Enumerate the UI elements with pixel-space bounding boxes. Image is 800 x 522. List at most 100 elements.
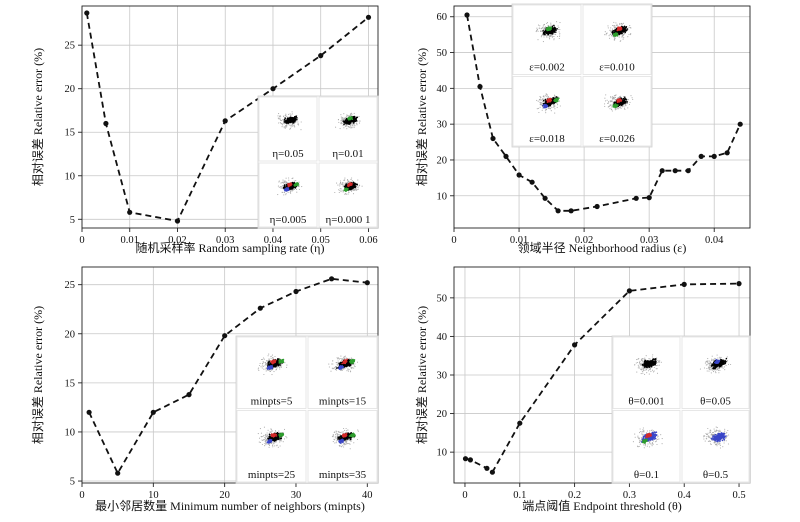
x-tick-label: 0.2 (568, 490, 581, 501)
point-cloud-image-1 (335, 112, 361, 130)
data-point (222, 333, 228, 339)
x-tick-label: 0.04 (705, 235, 724, 246)
x-tick-label: 30 (291, 490, 302, 501)
data-point (681, 281, 687, 287)
data-point (736, 281, 742, 287)
data-point (517, 420, 523, 426)
x-axis-label: 最小邻居数量 Minimum number of neighbors (minp… (95, 498, 365, 513)
chart-panel-2: 0 0.01 0.02 0.03 0.04 10 20 30 40 50 60 领域半径 Neighb… (415, 3, 751, 255)
data-point (659, 168, 665, 174)
point-cloud-image-0 (257, 353, 288, 376)
inset-cell (681, 410, 750, 483)
inset-cell (582, 4, 652, 75)
inset-image-grid: minpts=5 minpts=15 minpts=25 minpts=35 (235, 335, 379, 484)
y-axis-label: 相对误差 Relative error (%) (31, 48, 45, 186)
inset-label: minpts=25 (248, 469, 296, 481)
data-point (464, 12, 470, 18)
y-tick-label: 20 (65, 84, 76, 95)
data-point (572, 342, 578, 348)
data-point (646, 195, 652, 201)
x-tick-label: 0.01 (510, 235, 528, 246)
data-point (484, 465, 490, 471)
x-tick-label: 0 (462, 490, 467, 501)
inset-cell (236, 336, 307, 409)
data-point (489, 469, 495, 475)
data-point (724, 150, 730, 156)
y-axis-label: 相对误差 Relative error (%) (415, 306, 429, 444)
y-tick-label: 20 (65, 329, 76, 340)
inset-label: ε=0.018 (529, 133, 565, 145)
series-line (465, 282, 740, 474)
inset-cell (258, 96, 318, 162)
data-point (186, 392, 192, 398)
x-tick-label: 0.02 (575, 235, 593, 246)
inset-label: θ=0.5 (703, 469, 729, 481)
data-point (477, 84, 483, 90)
x-tick-label: 0.06 (359, 235, 377, 246)
inset-image-grid: η=0.05 η=0.01 η=0.005 η=0.000 1 (257, 95, 379, 229)
x-axis-label: 领域半径 Neighborhood radius (ε) (518, 241, 687, 255)
point-cloud-image-3 (604, 94, 634, 112)
inset-label: η=0.000 1 (326, 214, 371, 226)
x-tick-label: 0 (79, 235, 84, 246)
data-point (555, 208, 561, 214)
data-point (364, 280, 370, 286)
data-point (594, 203, 600, 210)
x-tick-label: 0.02 (168, 235, 186, 246)
inset-label: θ=0.05 (700, 396, 731, 408)
x-tick-label: 0.04 (264, 235, 283, 246)
point-cloud-image-3 (331, 427, 359, 450)
chart-panel-3: 0 10 20 30 40 5 10 15 20 25 最小邻居数量 Minimum number … (31, 266, 379, 513)
y-tick-label: 60 (437, 12, 448, 23)
x-tick-label: 0 (79, 490, 84, 501)
inset-label: ε=0.002 (529, 62, 565, 74)
data-point (672, 168, 678, 174)
y-tick-label: 10 (437, 448, 448, 459)
data-point (490, 135, 496, 142)
x-tick-label: 20 (219, 490, 230, 501)
x-tick-label: 10 (148, 490, 159, 501)
y-tick-label: 15 (65, 378, 76, 389)
inset-label: η=0.01 (332, 148, 363, 160)
x-tick-label: 0.03 (216, 235, 234, 246)
y-tick-label: 10 (65, 171, 76, 182)
y-tick-label: 40 (437, 84, 448, 95)
y-axis-label: 相对误差 Relative error (%) (415, 48, 429, 186)
data-point (127, 209, 133, 215)
data-point (737, 121, 743, 127)
point-cloud-image-2 (257, 426, 288, 448)
inset-image-grid: ε=0.002 ε=0.010 ε=0.018 ε=0.026 (511, 3, 653, 148)
x-tick-label: 0.1 (513, 490, 526, 501)
data-point (329, 276, 335, 282)
inset-label: θ=0.001 (628, 396, 664, 408)
x-tick-label: 0.01 (121, 235, 139, 246)
x-tick-label: 0.3 (623, 490, 636, 501)
data-point (633, 195, 639, 201)
inset-cell (318, 162, 378, 228)
y-tick-label: 50 (437, 48, 448, 59)
y-tick-label: 25 (65, 41, 76, 52)
y-tick-label: 15 (65, 128, 76, 139)
data-point (711, 153, 717, 159)
point-cloud-image-2 (632, 427, 663, 449)
data-point (174, 218, 181, 224)
data-point (529, 179, 535, 185)
data-point (462, 456, 469, 462)
x-tick-label: 40 (362, 490, 373, 501)
point-cloud-image-0 (535, 21, 561, 43)
y-tick-label: 20 (437, 409, 448, 420)
inset-cell (258, 162, 318, 228)
data-point (84, 10, 90, 16)
y-tick-label: 20 (437, 155, 448, 166)
inset-cell (236, 410, 307, 483)
data-point (115, 470, 121, 476)
inset-cell (307, 336, 378, 409)
point-cloud-image-2 (277, 177, 303, 196)
point-cloud-image-3 (703, 426, 730, 449)
x-axis-label: 随机采样率 Random sampling rate (η) (136, 240, 325, 255)
inset-cell (512, 4, 582, 75)
chart-panel-1: 0 0.01 0.02 0.03 0.04 0.05 0.06 5 10 15 20 25 随机采样率 … (31, 5, 379, 255)
x-tick-label: 0 (451, 235, 456, 246)
point-cloud-image-0 (634, 354, 662, 375)
